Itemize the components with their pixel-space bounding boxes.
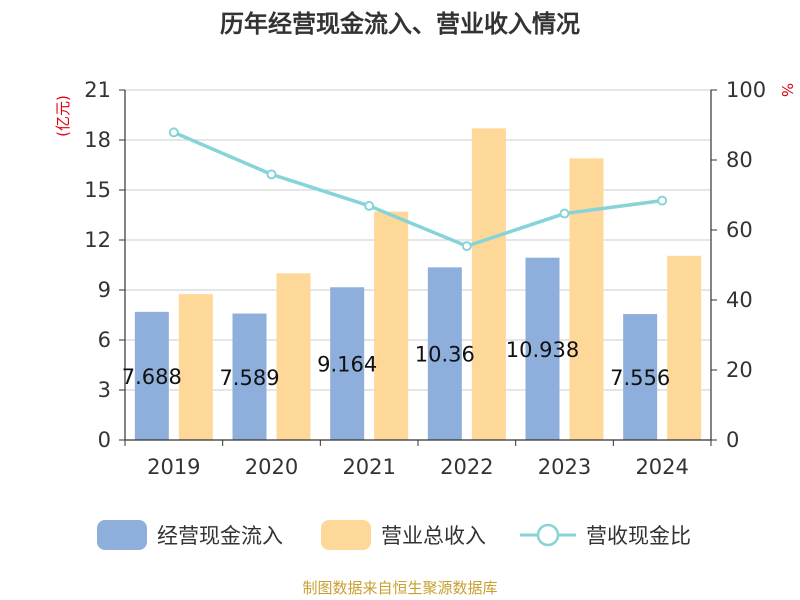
right-tick-label: 0 [726, 428, 739, 452]
bar-cash-inflow [134, 311, 169, 440]
ratio-line-point [168, 127, 179, 138]
left-tick-label: 12 [84, 228, 111, 252]
x-tick-label: 2023 [538, 455, 591, 479]
bar-data-label: 7.688 [122, 365, 182, 389]
axes: 0 3 6 9 12 15 18 21 0 20 40 60 80 100 2019 2020 2021 2022… [84, 78, 766, 479]
right-tick-label: 20 [726, 358, 753, 382]
bar-data-label: 7.556 [610, 366, 670, 390]
bar-revenue [569, 158, 604, 441]
bar-cash-inflow [427, 267, 462, 440]
left-tick-label: 15 [84, 178, 111, 202]
legend-label: 营收现金比 [586, 524, 691, 548]
left-axis-unit: (亿元) [54, 95, 72, 137]
right-tick-label: 40 [726, 288, 753, 312]
bars [134, 128, 702, 441]
chart-title: 历年经营现金流入、营业收入情况 [220, 10, 580, 38]
bar-cash-inflow [232, 313, 267, 440]
right-tick-label: 100 [726, 78, 766, 102]
bar-cash-inflow [525, 257, 560, 440]
bar-data-label: 9.164 [317, 353, 377, 377]
x-tick-label: 2020 [245, 455, 298, 479]
bar-revenue [667, 255, 702, 440]
ratio-line-point [364, 200, 375, 211]
right-tick-label: 80 [726, 148, 753, 172]
bar-data-label: 10.938 [506, 338, 579, 362]
x-tick-label: 2022 [440, 455, 493, 479]
bar-cash-inflow [623, 314, 658, 440]
grid-lines [125, 89, 711, 391]
ratio-line-point [657, 195, 668, 206]
left-tick-label: 3 [98, 378, 111, 402]
x-tick-label: 2021 [342, 455, 395, 479]
ratio-line-path [173, 130, 663, 248]
left-tick-label: 9 [98, 278, 111, 302]
bar-cash-inflow [330, 287, 365, 440]
x-tick-label: 2024 [635, 455, 688, 479]
bar-data-label: 10.36 [415, 343, 475, 367]
right-tick-label: 60 [726, 218, 753, 242]
bar-revenue [374, 211, 409, 440]
ratio-line-point [266, 169, 277, 180]
bar-revenue [178, 294, 213, 440]
left-tick-label: 21 [84, 78, 111, 102]
legend-label: 经营现金流入 [157, 524, 283, 548]
bar-revenue [276, 273, 311, 440]
left-tick-label: 6 [98, 328, 111, 352]
legend-label: 营业总收入 [381, 524, 486, 548]
data-labels: 7.688 7.589 9.164 10.36 10.938 7.556 [122, 338, 670, 390]
left-tick-label: 0 [98, 428, 111, 452]
bar-data-label: 7.589 [219, 366, 279, 390]
bar-revenue [471, 128, 506, 441]
legend-swatch-cash-inflow [97, 520, 147, 550]
legend: 经营现金流入 营业总收入 营收现金比 [97, 520, 691, 550]
x-tick-label: 2019 [147, 455, 200, 479]
ratio-line [168, 127, 668, 252]
legend-swatch-revenue [321, 520, 371, 550]
source-note: 制图数据来自恒生聚源数据库 [302, 579, 497, 597]
legend-swatch-ratio-marker [536, 523, 560, 547]
right-axis-unit: % [778, 83, 796, 97]
ratio-line-point [559, 208, 570, 219]
ratio-line-point [461, 241, 472, 252]
left-tick-label: 18 [84, 128, 111, 152]
